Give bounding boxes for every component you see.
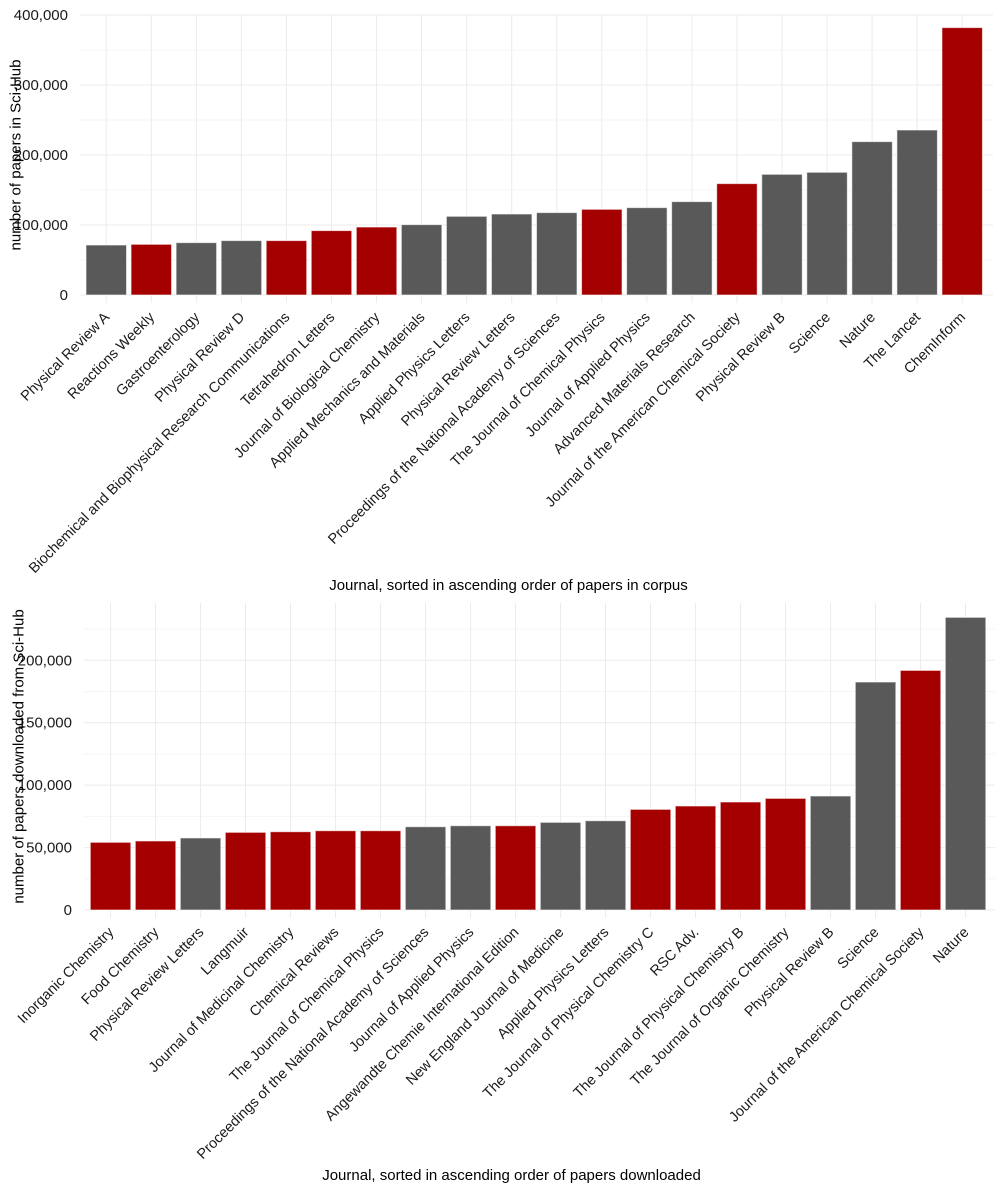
bar	[896, 129, 938, 296]
bar	[494, 825, 537, 911]
bar	[584, 820, 627, 911]
bar	[899, 669, 942, 911]
bar	[265, 240, 308, 296]
y-tick-label: 200,000	[14, 147, 68, 164]
x-tick-label: Physical Review B	[742, 925, 838, 1021]
bar	[175, 242, 218, 296]
bar	[941, 27, 983, 296]
x-tick-label: Food Chemistry	[79, 924, 163, 1008]
bar	[220, 240, 263, 296]
bar	[179, 837, 222, 911]
bar	[806, 171, 848, 296]
bar	[134, 840, 177, 911]
y-tick-label: 150,000	[18, 715, 72, 732]
y-tick-label: 50,000	[26, 840, 72, 857]
bar	[449, 825, 492, 911]
y-axis-title: number of papers in Sci-Hub	[7, 60, 24, 251]
x-tick-label: The Journal of Physical Chemistry B	[571, 925, 748, 1102]
y-tick-label: 300,000	[14, 77, 68, 94]
chart-bottom-papers-downloaded: 0 50,000 100,000 150,000 200,000 Inorganic C…	[10, 603, 995, 1184]
bar	[310, 230, 353, 296]
bar	[764, 797, 807, 911]
bar	[626, 207, 668, 296]
bar	[854, 681, 897, 911]
bar	[716, 183, 758, 296]
bar	[269, 831, 312, 911]
x-tick-label: Physical Review B	[693, 310, 789, 406]
y-tick-label: 0	[64, 902, 72, 919]
bar	[490, 213, 533, 296]
x-axis-title: Journal, sorted in ascending order of pa…	[329, 577, 688, 594]
chart-top-papers-in-corpus: 0 100,000 200,000 300,000 400,000 Physical R…	[7, 7, 993, 594]
bar	[400, 224, 443, 296]
y-tick-label: 100,000	[18, 777, 72, 794]
bar	[671, 201, 713, 296]
x-tick-label: Gastroenterology	[113, 309, 203, 399]
y-tick-label: 400,000	[14, 7, 68, 24]
x-axis-title: Journal, sorted in ascending order of pa…	[322, 1167, 701, 1184]
bar	[761, 173, 803, 296]
bar	[851, 141, 893, 296]
bar	[719, 801, 762, 911]
bar	[85, 244, 127, 296]
bars	[89, 616, 987, 911]
y-tick-label: 200,000	[18, 652, 72, 669]
bar	[445, 215, 488, 296]
bar	[629, 808, 672, 911]
bar	[539, 821, 582, 911]
bar	[404, 826, 447, 911]
y-tick-label: 100,000	[14, 217, 68, 234]
bar	[89, 841, 132, 911]
bar	[809, 795, 852, 911]
bar	[674, 805, 717, 911]
y-axis-ticks: 0 50,000 100,000 150,000 200,000	[18, 652, 72, 919]
bar	[359, 830, 402, 911]
y-tick-label: 0	[60, 287, 68, 304]
y-axis-title: number of papers downloaded from Sci-Hub	[10, 609, 27, 903]
bar	[536, 212, 578, 296]
bar	[355, 226, 398, 296]
x-tick-label: The Journal of Organic Chemistry	[628, 924, 793, 1089]
bar	[314, 830, 357, 911]
bars	[85, 27, 983, 296]
bar	[130, 243, 173, 296]
bar	[944, 616, 987, 911]
x-tick-label: Science	[786, 310, 834, 358]
y-axis-ticks: 0 100,000 200,000 300,000 400,000	[14, 7, 68, 304]
bar	[224, 831, 267, 911]
x-tick-label: Nature	[930, 925, 972, 967]
x-tick-label: Nature	[837, 310, 879, 352]
bar	[581, 208, 623, 296]
